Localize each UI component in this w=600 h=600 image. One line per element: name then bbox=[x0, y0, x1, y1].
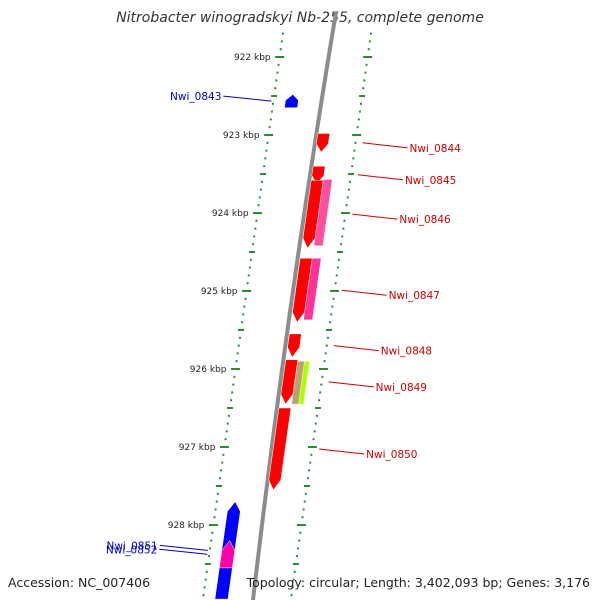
gene-label[interactable]: Nwi_0848 bbox=[381, 346, 432, 358]
gene-leader-line bbox=[333, 345, 379, 352]
gene-label[interactable]: Nwi_0849 bbox=[376, 382, 427, 394]
gene-arrow[interactable] bbox=[284, 94, 299, 108]
gene-arrow[interactable] bbox=[219, 540, 236, 569]
scale-ticks-left bbox=[202, 32, 285, 597]
feature-block bbox=[298, 360, 310, 405]
feature-track bbox=[291, 179, 333, 405]
scale-tick-label: 923 kbp bbox=[223, 131, 260, 141]
gene-arrow[interactable] bbox=[292, 257, 313, 323]
scale-tick-label: 925 kbp bbox=[201, 287, 238, 297]
gene-arrow[interactable] bbox=[316, 133, 331, 153]
gene-arrow[interactable] bbox=[268, 407, 292, 491]
scale-tick-label: 928 kbp bbox=[168, 521, 205, 531]
scale-tick-label: 922 kbp bbox=[234, 53, 271, 63]
gene-label[interactable]: Nwi_0844 bbox=[409, 143, 461, 155]
gene-leader-line bbox=[319, 448, 365, 455]
gene-label[interactable]: Nwi_0845 bbox=[405, 175, 456, 187]
gene-label[interactable]: Nwi_0846 bbox=[399, 214, 451, 226]
gene-labels: Nwi_0843 Nwi_0844 Nwi_0845 Nwi_0846 Nwi_0847… bbox=[106, 91, 461, 556]
gene-label[interactable]: Nwi_0851 bbox=[106, 540, 157, 552]
scale-tick-label: 926 kbp bbox=[190, 365, 227, 375]
gene-arrow[interactable] bbox=[302, 179, 324, 249]
gene-arrow[interactable] bbox=[311, 165, 326, 184]
gene-label[interactable]: Nwi_0852 bbox=[106, 544, 157, 556]
gene-leader-line bbox=[362, 142, 408, 149]
scale-tick-label: 924 kbp bbox=[212, 209, 249, 219]
gene-leader-line bbox=[159, 548, 208, 555]
topology-text: Topology: circular; Length: 3,402,093 bp… bbox=[246, 575, 590, 590]
gene-arrow[interactable] bbox=[280, 359, 299, 405]
gene-label[interactable]: Nwi_0847 bbox=[389, 290, 440, 302]
scale-labels: 922 kbp 923 kbp 924 kbp 925 kbp 926 kbp 927 k… bbox=[168, 53, 271, 531]
genome-title: Nitrobacter winogradskyi Nb-255, complet… bbox=[116, 10, 484, 26]
scale-ticks-right bbox=[290, 32, 373, 597]
gene-leader-line bbox=[328, 381, 374, 388]
scale-tick-label: 927 kbp bbox=[179, 443, 216, 453]
gene-track bbox=[214, 94, 331, 600]
gene-leader-line bbox=[357, 174, 404, 181]
gene-arrow[interactable] bbox=[287, 333, 302, 358]
gene-leader-line bbox=[352, 213, 398, 220]
gene-leader-line bbox=[159, 544, 208, 551]
genome-axis bbox=[251, 11, 338, 600]
gene-leader-line bbox=[223, 95, 272, 102]
accession-text: Accession: NC_007406 bbox=[8, 575, 150, 590]
gene-label[interactable]: Nwi_0850 bbox=[366, 449, 417, 461]
gene-leader-line bbox=[341, 289, 387, 296]
gene-label[interactable]: Nwi_0843 bbox=[170, 91, 221, 103]
